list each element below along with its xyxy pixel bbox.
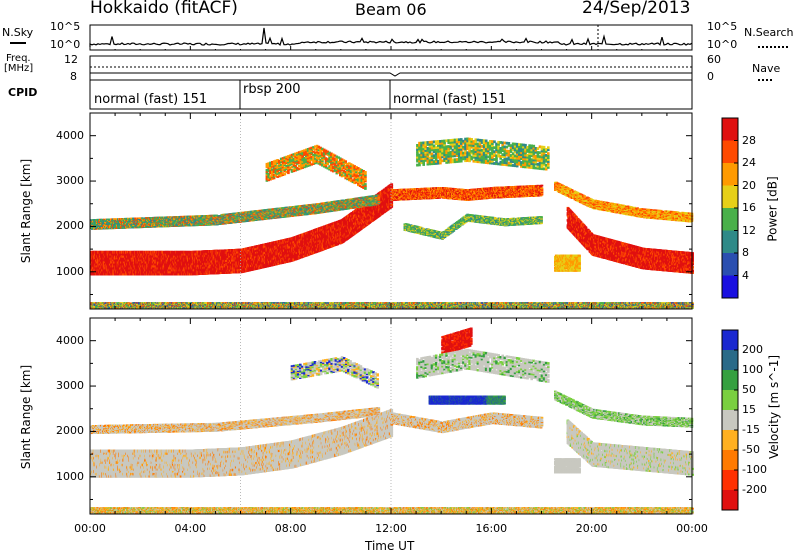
noise-search-legend-line: [758, 46, 788, 48]
power-echo-cell: [116, 272, 120, 276]
noise-tick-top-right: 10^5: [707, 20, 737, 33]
station-title: Hokkaido (fitACF): [90, 0, 238, 18]
cpid-mode-2: rbsp 200: [243, 82, 301, 97]
date-title: 24/Sep/2013: [582, 0, 690, 18]
beam-title: Beam 06: [355, 0, 427, 19]
noise-tick-bottom-left: 10^0: [50, 38, 80, 51]
cpid-mode-1: normal (fast) 151: [94, 92, 207, 107]
power-echo-cell: [93, 256, 96, 260]
nave-tick-bottom: 0: [707, 70, 714, 83]
power-echo-cell: [121, 256, 124, 260]
noise-sky-label: N.Sky: [2, 26, 33, 39]
noise-sky-line: [89, 27, 693, 47]
power-echo-cell: [145, 258, 149, 262]
freq-unit-label: [MHz]: [4, 63, 33, 74]
power-echo-cell: [141, 260, 144, 264]
power-echo-cell: [126, 260, 130, 264]
cpid-panel-frame: [89, 79, 693, 110]
noise-search-label: N.Search: [744, 26, 794, 39]
power-echo-cell: [111, 258, 115, 262]
freq-label: Freq.: [6, 53, 31, 64]
nave-label: Nave: [752, 62, 780, 75]
power-echo-cell: [144, 254, 147, 258]
power-echo-cell: [114, 272, 117, 276]
freq-tick-bottom: 8: [70, 70, 77, 83]
nave-legend-line: [758, 79, 772, 81]
nave-line: [90, 72, 692, 77]
cpid-mode-3: normal (fast) 151: [393, 92, 506, 107]
power-echo-cell: [127, 258, 130, 262]
noise-tick-bottom-right: 10^0: [707, 38, 737, 51]
power-echo-cell: [103, 260, 106, 264]
power-echo-cell: [130, 272, 133, 276]
cpid-label: CPID: [8, 86, 37, 99]
freq-tick-top: 12: [64, 53, 78, 66]
freq-panel-frame: [89, 55, 693, 81]
nave-tick-top: 60: [707, 53, 721, 66]
noise-tick-top-left: 10^5: [50, 20, 80, 33]
noise-sky-legend-line: [10, 42, 26, 44]
power-echo-cell: [103, 268, 107, 272]
